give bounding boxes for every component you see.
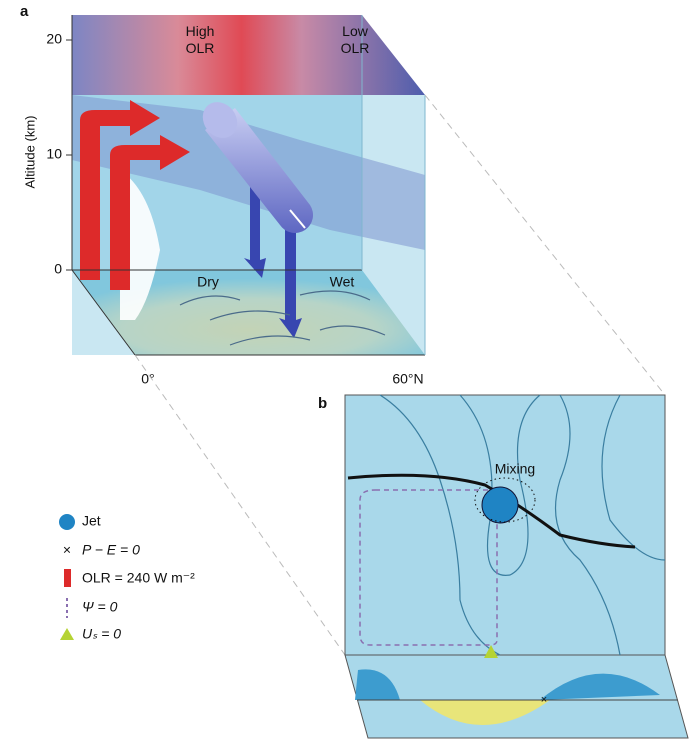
floor-label: Wet bbox=[330, 274, 355, 290]
x-label: 0° bbox=[141, 371, 154, 387]
x-label: 60°N bbox=[392, 371, 423, 387]
tick-label: 0 bbox=[54, 261, 62, 277]
figure: a Altitude (km) 20 10 0 HighOLR LowOLR D… bbox=[0, 0, 693, 741]
b-face bbox=[345, 395, 665, 655]
panel-label: b bbox=[318, 395, 327, 412]
legend-symbol bbox=[59, 514, 75, 530]
legend-symbol bbox=[64, 569, 71, 587]
pe-marker: × bbox=[541, 694, 547, 706]
tick-label: 20 bbox=[46, 31, 62, 47]
legend-label: Uₛ = 0 bbox=[82, 626, 121, 642]
legend-label: OLR = 240 W m⁻² bbox=[82, 570, 195, 586]
legend-label: Jet bbox=[82, 513, 101, 529]
tick-label: 10 bbox=[46, 146, 62, 162]
panel-label: a bbox=[20, 3, 29, 20]
axis-title: Altitude (km) bbox=[22, 116, 37, 189]
legend-symbol bbox=[60, 628, 74, 640]
panel-b: × b Mixing bbox=[318, 395, 688, 738]
legend-label: Ψ = 0 bbox=[82, 599, 118, 615]
legend-label: P − E = 0 bbox=[82, 542, 140, 558]
top-face bbox=[72, 15, 425, 95]
legend-symbol: × bbox=[63, 542, 71, 558]
legend: Jet × P − E = 0 OLR = 240 W m⁻² Ψ = 0 Uₛ… bbox=[59, 513, 195, 642]
annotation: Mixing bbox=[495, 461, 535, 477]
floor-label: Dry bbox=[197, 274, 219, 290]
